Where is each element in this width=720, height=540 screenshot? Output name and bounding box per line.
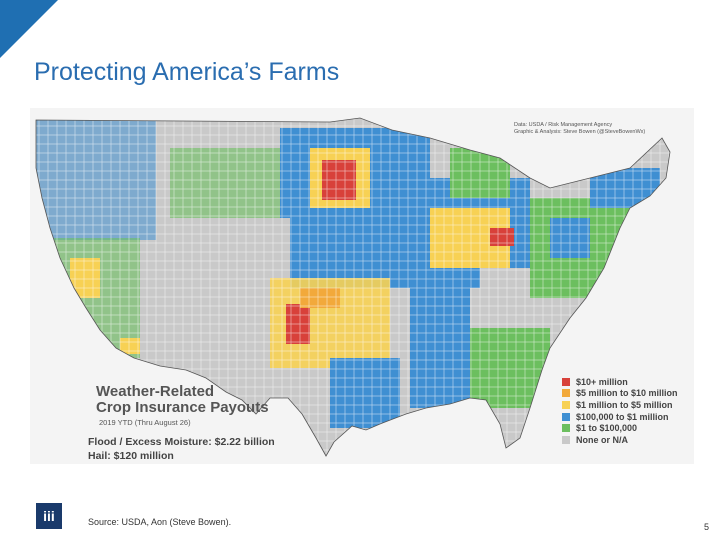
map-heading: Weather-Related Crop Insurance Payouts [96, 384, 269, 416]
legend-swatch [562, 377, 570, 386]
legend-label: $100,000 to $1 million [576, 411, 669, 422]
legend-item: $1 to $100,000 [562, 422, 678, 434]
flood-stat: Flood / Excess Moisture: $2.22 billion [88, 436, 275, 448]
slide-title: Protecting America’s Farms [34, 58, 340, 86]
legend-label: $1 to $100,000 [576, 423, 638, 434]
map-heading-line2: Crop Insurance Payouts [96, 399, 269, 416]
page-number: 5 [704, 522, 710, 532]
credit-graphic-line: Graphic & Analysis: Steve Bowen (@SteveB… [514, 129, 646, 135]
iii-logo: iii [36, 503, 62, 529]
legend-label: $1 million to $5 million [576, 399, 673, 410]
map-subheading: 2019 YTD (Thru August 26) [99, 418, 191, 427]
legend-label: None or N/A [576, 434, 629, 445]
legend-item: $100,000 to $1 million [562, 411, 678, 423]
map-legend: $10+ million $5 million to $10 million $1 … [562, 376, 678, 446]
legend-swatch [562, 424, 570, 433]
credit-data-line: Data: USDA / Risk Management Agency [514, 122, 613, 128]
legend-item: $1 million to $5 million [562, 399, 678, 411]
map-heading-line1: Weather-Related [96, 383, 215, 400]
hail-stat: Hail: $120 million [88, 450, 174, 462]
legend-item: None or N/A [562, 434, 678, 446]
legend-swatch [562, 400, 570, 409]
source-note: Source: USDA, Aon (Steve Bowen). [88, 517, 232, 527]
legend-item: $5 million to $10 million [562, 388, 678, 400]
legend-swatch [562, 389, 570, 398]
legend-label: $5 million to $10 million [576, 388, 678, 399]
legend-item: $10+ million [562, 376, 678, 388]
us-outline [35, 117, 671, 457]
legend-swatch [562, 435, 570, 444]
crop-insurance-map: Data: USDA / Risk Management Agency Grap… [30, 108, 694, 464]
corner-accent [0, 0, 58, 58]
legend-swatch [562, 412, 570, 421]
us-county-map [35, 117, 671, 457]
legend-label: $10+ million [576, 376, 628, 387]
map-credit: Data: USDA / Risk Management Agency Grap… [514, 122, 684, 136]
